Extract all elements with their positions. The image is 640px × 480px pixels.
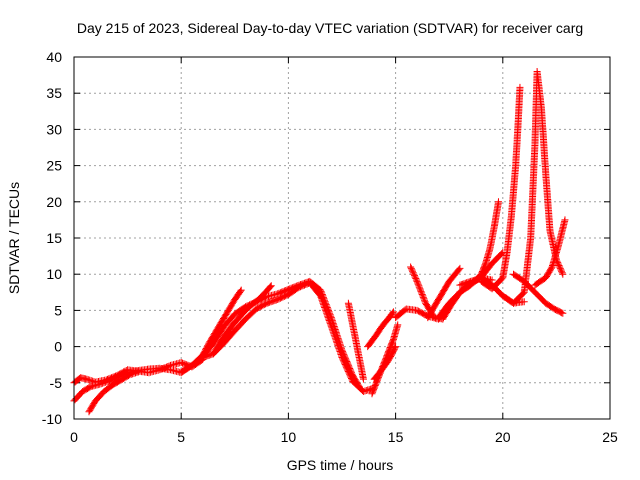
series-arc-18: [510, 270, 567, 317]
series-arc-10: [364, 308, 397, 351]
series-arc-17: [477, 83, 524, 293]
x-tick-label: 15: [388, 429, 404, 445]
plus-markers: [370, 343, 400, 383]
y-tick-label: 5: [54, 302, 62, 318]
series-arc-14: [424, 264, 464, 322]
y-tick-label: 10: [46, 266, 62, 282]
chart-title: Day 215 of 2023, Sidereal Day-to-day VTE…: [77, 20, 583, 36]
series-arc-7: [209, 282, 275, 358]
series-arc-6: [199, 286, 245, 359]
series-arc-9: [368, 321, 402, 398]
plus-markers: [499, 68, 567, 307]
x-tick-label: 10: [281, 429, 297, 445]
x-axis-label: GPS time / hours: [287, 457, 394, 473]
plus-markers: [510, 270, 567, 317]
y-tick-label: 40: [46, 49, 62, 65]
plus-markers: [209, 282, 275, 358]
y-tick-label: 35: [46, 85, 62, 101]
y-tick-labels: -10 -5 0 5 10 15 20 25 30 35 40: [42, 49, 62, 427]
x-tick-label: 0: [70, 429, 78, 445]
plus-markers: [344, 299, 367, 383]
x-tick-label: 20: [495, 429, 511, 445]
y-tick-label: -5: [50, 375, 63, 391]
y-tick-label: 15: [46, 230, 62, 246]
plus-markers: [531, 216, 569, 289]
series-arc-11: [370, 343, 400, 383]
series-arc-3: [85, 368, 142, 416]
x-tick-labels: 0 5 10 15 20 25: [70, 429, 618, 445]
series-arc-19: [499, 68, 567, 307]
y-tick-label: 25: [46, 158, 62, 174]
plus-markers: [424, 264, 464, 322]
series-arc-20: [531, 216, 569, 289]
x-tick-label: 5: [177, 429, 185, 445]
x-tick-label: 25: [602, 429, 618, 445]
y-tick-label: -10: [42, 411, 62, 427]
plus-markers: [364, 308, 397, 351]
y-tick-label: 0: [54, 339, 62, 355]
plus-markers: [199, 286, 245, 359]
plus-markers: [477, 83, 524, 293]
series-arc-8: [344, 299, 367, 383]
plus-markers: [85, 368, 142, 416]
y-axis-label: SDTVAR / TECUs: [6, 182, 22, 294]
y-tick-label: 20: [46, 194, 62, 210]
y-tick-label: 30: [46, 121, 62, 137]
plot-frame: [73, 56, 611, 420]
plus-markers: [368, 321, 402, 398]
data-series: [70, 68, 569, 416]
